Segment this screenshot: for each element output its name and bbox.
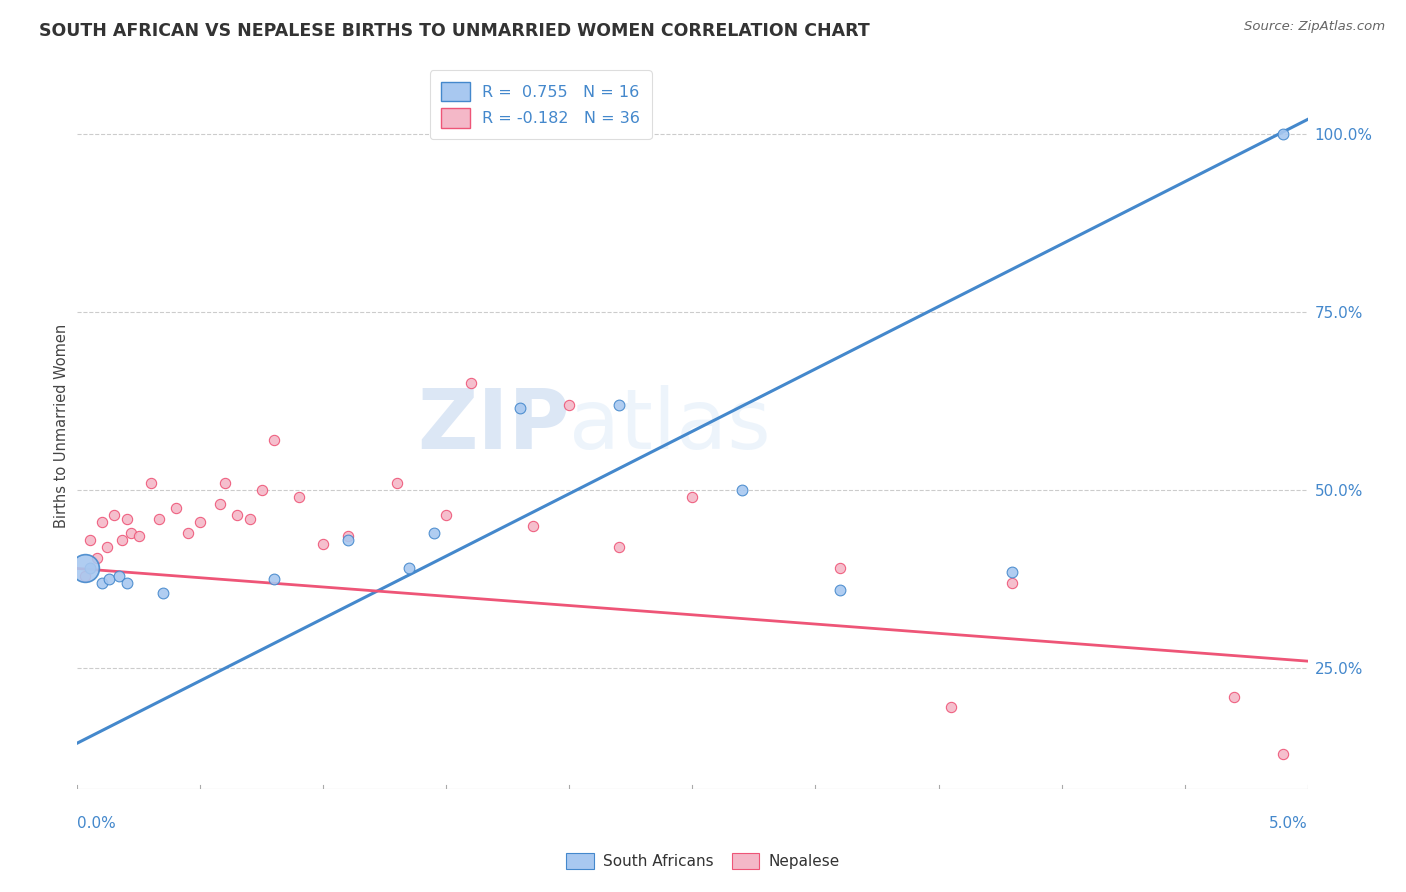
Point <box>607 398 630 412</box>
Point <box>152 586 174 600</box>
Point <box>148 511 170 525</box>
Point <box>73 568 96 582</box>
Point <box>115 575 138 590</box>
Point <box>165 500 187 515</box>
Point <box>98 572 121 586</box>
Text: Source: ZipAtlas.com: Source: ZipAtlas.com <box>1244 20 1385 33</box>
Text: 5.0%: 5.0% <box>1268 816 1308 831</box>
Legend: South Africans, Nepalese: South Africans, Nepalese <box>560 847 846 875</box>
Point <box>239 511 262 525</box>
Point <box>436 508 458 522</box>
Legend: R =  0.755   N = 16, R = -0.182   N = 36: R = 0.755 N = 16, R = -0.182 N = 36 <box>430 70 651 139</box>
Point <box>188 515 212 529</box>
Text: ZIP: ZIP <box>418 385 569 467</box>
Point <box>731 483 754 497</box>
Point <box>250 483 273 497</box>
Point <box>214 475 236 490</box>
Point <box>115 511 138 525</box>
Point <box>337 529 360 543</box>
Point <box>337 533 360 547</box>
Point <box>682 490 704 504</box>
Point <box>312 536 335 550</box>
Point <box>385 475 409 490</box>
Point <box>177 525 200 540</box>
Text: atlas: atlas <box>569 385 770 467</box>
Text: SOUTH AFRICAN VS NEPALESE BIRTHS TO UNMARRIED WOMEN CORRELATION CHART: SOUTH AFRICAN VS NEPALESE BIRTHS TO UNMA… <box>39 22 870 40</box>
Point <box>558 398 581 412</box>
Point <box>263 572 285 586</box>
Y-axis label: Births to Unmarried Women: Births to Unmarried Women <box>53 324 69 528</box>
Point <box>86 550 108 565</box>
Point <box>1272 127 1295 141</box>
Point <box>939 700 962 714</box>
Point <box>263 433 285 447</box>
Point <box>509 401 531 416</box>
Point <box>90 515 114 529</box>
Point <box>226 508 249 522</box>
Point <box>1001 565 1024 579</box>
Point <box>398 561 420 575</box>
Point <box>96 540 118 554</box>
Point <box>209 497 232 511</box>
Point <box>607 540 630 554</box>
Point <box>79 533 101 547</box>
Point <box>141 475 163 490</box>
Text: 0.0%: 0.0% <box>77 816 117 831</box>
Point <box>460 376 482 391</box>
Point <box>830 582 852 597</box>
Point <box>79 561 101 575</box>
Point <box>288 490 311 504</box>
Point <box>522 518 544 533</box>
Point <box>103 508 125 522</box>
Point <box>90 575 114 590</box>
Point <box>121 525 143 540</box>
Point <box>423 525 446 540</box>
Point <box>128 529 150 543</box>
Point <box>830 561 852 575</box>
Point <box>1001 575 1024 590</box>
Point <box>1272 747 1295 761</box>
Point <box>111 533 132 547</box>
Point <box>108 568 131 582</box>
Point <box>1223 690 1246 704</box>
Point <box>73 561 96 575</box>
